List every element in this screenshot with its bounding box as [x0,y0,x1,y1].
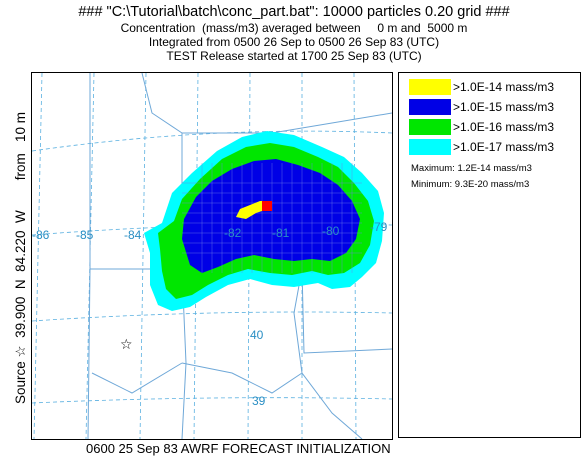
state-border [91,362,183,394]
state-border [87,73,91,439]
longitude-label: -81 [272,226,290,240]
minimum-value: Minimum: 9.3E-20 mass/m3 [411,179,530,190]
longitude-label: -82 [224,226,242,240]
longitude-label: -84 [124,228,142,242]
longitude-label: -86 [32,228,50,242]
longitude-label: -79 [370,220,388,234]
source-star-icon[interactable]: ☆ [120,337,133,353]
state-border [181,362,303,394]
latitude-line [32,130,392,152]
legend-swatch-blue [409,99,451,115]
title-block: ### "C:\Tutorial\batch\conc_part.bat": 1… [0,0,588,63]
legend-label: >1.0E-17 mass/m3 [453,140,555,154]
legend-swatch-cyan [409,139,451,155]
source-location-label: Source ☆ 39.900 N 84.220 W from 10 m [13,112,28,404]
release-info: TEST Release started at 1700 25 Sep 83 (… [166,49,422,63]
state-border [293,268,363,439]
plume-gridlines [182,163,362,273]
latitude-label: 39 [252,394,266,408]
legend-item: >1.0E-16 mass/m3 [409,119,579,135]
latitude-line [32,397,392,404]
legend-label: >1.0E-14 mass/m3 [453,80,555,94]
legend-swatch-yellow [409,79,451,95]
concentration-map[interactable]: -86 -85 -84 -82 -81 -80 -79 40 39 ☆ [31,72,393,440]
latitude-line [32,311,392,322]
longitude-label: -85 [76,228,94,242]
longitude-label: -80 [322,224,340,238]
plume [144,131,384,311]
plot-title: ### "C:\Tutorial\batch\conc_part.bat": 1… [78,4,510,20]
latitude-label: 40 [250,328,264,342]
longitude-line [139,73,147,439]
contour-1e-15 [182,159,360,273]
grid-labels: -86 -85 -84 -82 -81 -80 -79 40 39 [32,220,388,408]
longitude-line [33,73,43,439]
map-canvas: -86 -85 -84 -82 -81 -80 -79 40 39 ☆ [32,73,392,439]
state-border [301,268,392,354]
legend-label: >1.0E-15 mass/m3 [453,100,555,114]
forecast-footer: 0600 25 Sep 83 AWRF FORECAST INITIALIZAT… [86,441,391,456]
legend-item: >1.0E-15 mass/m3 [409,99,579,115]
concentration-subtitle: Concentration (mass/m3) averaged between… [120,21,468,35]
state-border [141,73,183,134]
peak-concentration-cell [262,201,272,211]
legend-item: >1.0E-14 mass/m3 [409,79,579,95]
state-border [182,112,392,134]
legend-swatch-green [409,119,451,135]
legend-label: >1.0E-16 mass/m3 [453,120,555,134]
integration-period: Integrated from 0500 26 Sep to 0500 26 S… [148,35,440,49]
contour-1e-14 [236,201,268,219]
legend-item: >1.0E-17 mass/m3 [409,139,579,155]
legend: >1.0E-14 mass/m3 >1.0E-15 mass/m3 >1.0E-… [398,72,581,438]
maximum-value: Maximum: 1.2E-14 mass/m3 [411,163,532,174]
